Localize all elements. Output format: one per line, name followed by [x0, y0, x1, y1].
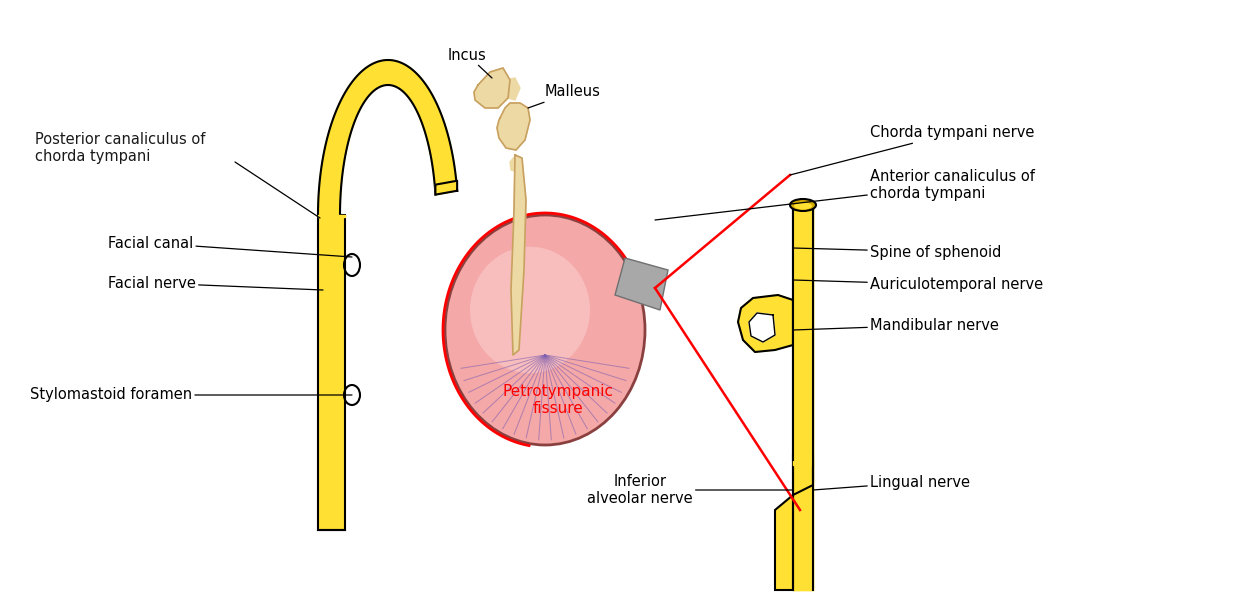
- Polygon shape: [511, 155, 526, 355]
- Text: Inferior
alveolar nerve: Inferior alveolar nerve: [588, 474, 792, 506]
- Text: Facial canal: Facial canal: [107, 235, 352, 257]
- Polygon shape: [498, 103, 530, 150]
- Text: Posterior canaliculus of
chorda tympani: Posterior canaliculus of chorda tympani: [35, 132, 205, 164]
- Text: Facial nerve: Facial nerve: [107, 275, 322, 291]
- Text: Auriculotemporal nerve: Auriculotemporal nerve: [792, 277, 1042, 292]
- Polygon shape: [505, 78, 520, 100]
- Text: Chorda tympani nerve: Chorda tympani nerve: [790, 125, 1035, 175]
- Polygon shape: [615, 258, 668, 310]
- Text: Lingual nerve: Lingual nerve: [812, 474, 970, 490]
- Ellipse shape: [445, 215, 645, 445]
- Ellipse shape: [470, 247, 590, 373]
- Ellipse shape: [790, 199, 816, 211]
- Polygon shape: [510, 155, 522, 172]
- Polygon shape: [474, 68, 510, 108]
- Text: Petrotympanic
fissure: Petrotympanic fissure: [503, 384, 614, 416]
- Polygon shape: [435, 181, 457, 195]
- Text: Incus: Incus: [448, 47, 493, 78]
- Text: Malleus: Malleus: [528, 85, 601, 108]
- Polygon shape: [749, 313, 775, 342]
- Text: Spine of sphenoid: Spine of sphenoid: [792, 244, 1001, 260]
- Polygon shape: [318, 60, 458, 215]
- Polygon shape: [775, 455, 812, 590]
- Ellipse shape: [794, 202, 812, 210]
- Polygon shape: [738, 295, 792, 352]
- Polygon shape: [318, 215, 345, 530]
- Text: Anterior canaliculus of
chorda tympani: Anterior canaliculus of chorda tympani: [655, 169, 1035, 220]
- Text: Mandibular nerve: Mandibular nerve: [792, 317, 999, 333]
- Text: Stylomastoid foramen: Stylomastoid foramen: [30, 387, 352, 402]
